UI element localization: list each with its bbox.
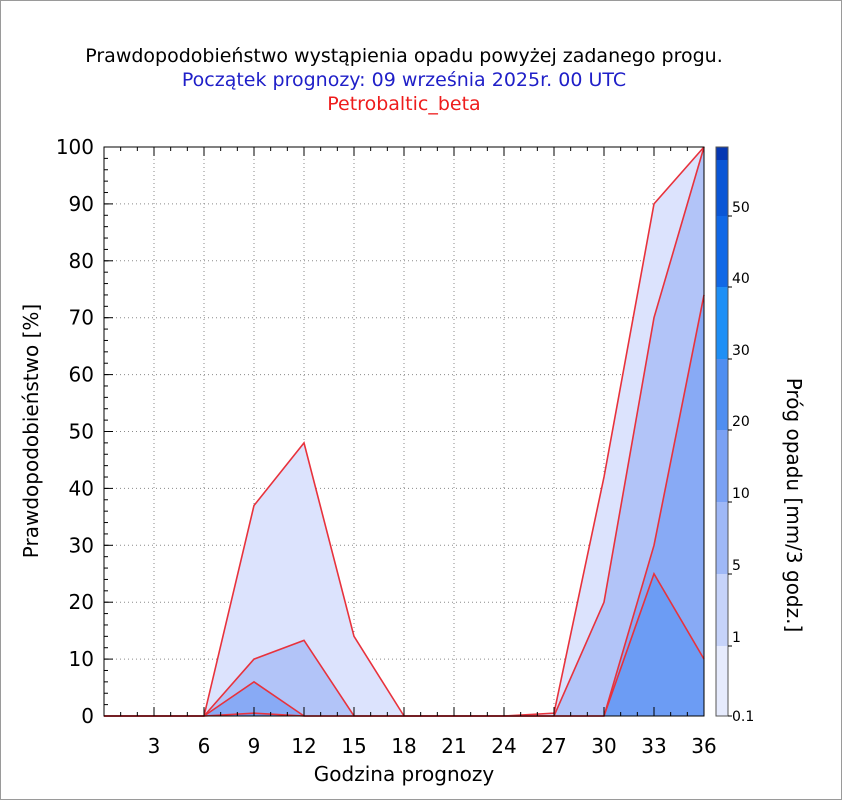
- colorbar-tick-label: 1: [732, 630, 741, 646]
- area-series-10: [104, 573, 704, 716]
- colorbar-tick-label: 0.1: [732, 709, 754, 725]
- colorbar-tick-label: 10: [732, 486, 750, 502]
- y-tick-label: 40: [69, 476, 94, 500]
- x-tick-label: 12: [291, 734, 316, 758]
- y-tick-label: 70: [69, 306, 94, 330]
- y-tick-label: 90: [69, 192, 94, 216]
- y-tick-label: 20: [69, 590, 94, 614]
- x-tick-label: 18: [391, 734, 416, 758]
- area-series-0.1: [104, 147, 704, 716]
- x-tick-label: 30: [591, 734, 616, 758]
- y-tick-label: 60: [69, 363, 94, 387]
- x-tick-label: 24: [491, 734, 516, 758]
- colorbar-tick-label: 50: [732, 200, 750, 216]
- colorbar-segment: [716, 287, 728, 359]
- y-tick-label: 10: [69, 647, 94, 671]
- y-axis-label: Prawdopodobieństwo [%]: [19, 304, 43, 558]
- colorbar: 0.1 1 5 10 20 30 40 50: [715, 146, 754, 725]
- y-tick-label: 100: [56, 135, 94, 159]
- colorbar-tick-label: 5: [732, 558, 741, 574]
- y-tick-label: 30: [69, 533, 94, 557]
- x-tick-label: 27: [541, 734, 566, 758]
- y-tick-label: 80: [69, 249, 94, 273]
- colorbar-segment: [716, 574, 728, 646]
- y-tick-label: 50: [69, 420, 94, 444]
- colorbar-segment: [716, 359, 728, 430]
- colorbar-segment: [716, 502, 728, 574]
- colorbar-segment: [716, 646, 728, 716]
- chart-title: Prawdopodobieństwo wystąpienia opadu pow…: [85, 45, 723, 67]
- x-tick-label: 33: [641, 734, 666, 758]
- colorbar-segment: [716, 430, 728, 502]
- colorbar-tick-label: 40: [732, 271, 750, 287]
- x-axis-label: Godzina prognozy: [314, 762, 495, 786]
- grid: [104, 147, 704, 716]
- colorbar-tick-label: 20: [732, 414, 750, 430]
- x-tick-label: 6: [198, 734, 211, 758]
- colorbar-label: Próg opadu [mm/3 godz.]: [782, 378, 806, 633]
- colorbar-border: [715, 146, 729, 717]
- x-tick-label: 9: [248, 734, 261, 758]
- colorbar-segment: [716, 216, 728, 287]
- x-tick-label: 21: [441, 734, 466, 758]
- x-tick-label: 36: [691, 734, 716, 758]
- y-tick-label: 0: [81, 704, 94, 728]
- station-name: Petrobaltic_beta: [327, 93, 480, 115]
- colorbar-segment: [716, 147, 728, 160]
- colorbar-segment: [716, 160, 728, 216]
- axis-ticks: 3 6 9 12 15 18 21 24 27 30 33 360102030405060708090…: [56, 135, 717, 758]
- colorbar-tick-label: 30: [732, 343, 750, 359]
- x-tick-label: 3: [148, 734, 161, 758]
- area-series: [104, 147, 704, 716]
- chart-subtitle: Początek prognozy: 09 września 2025r. 00…: [182, 69, 626, 91]
- x-tick-label: 15: [341, 734, 366, 758]
